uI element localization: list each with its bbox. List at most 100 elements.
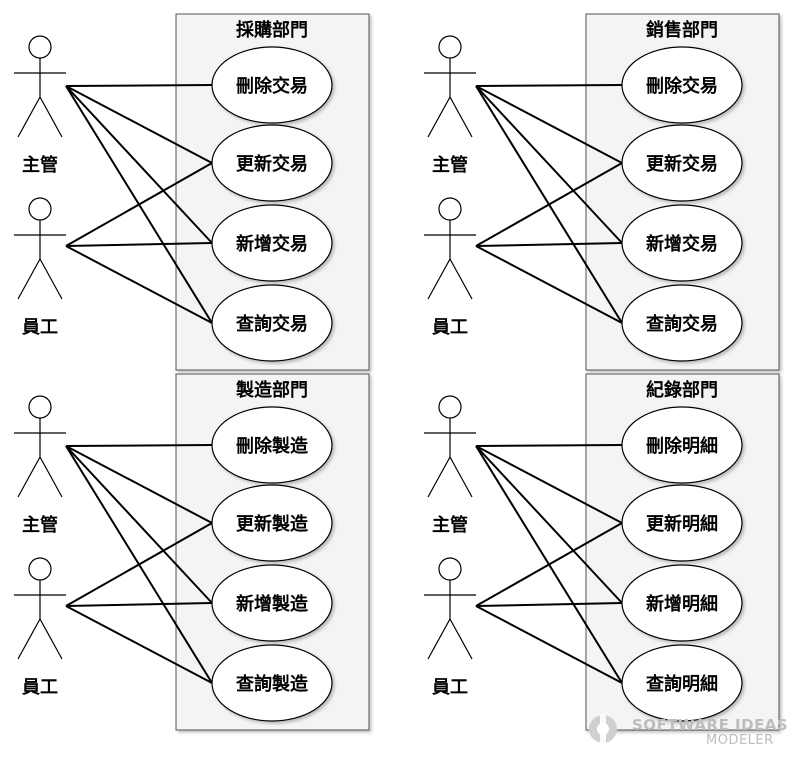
association-manager-3 <box>475 445 623 604</box>
association-manager-3 <box>65 445 213 604</box>
use-case[interactable]: 新增交易 <box>211 204 333 282</box>
use-case-ellipse <box>621 484 743 562</box>
association-employee-3 <box>475 602 623 607</box>
use-case-label: 查詢明細 <box>646 673 718 695</box>
association-manager-1 <box>65 444 213 447</box>
use-case[interactable]: 查詢交易 <box>621 284 743 362</box>
use-case-label: 查詢交易 <box>236 313 308 335</box>
system-title: 採購部門 <box>236 19 308 41</box>
watermark: SOFTWARE IDEAS MODELER <box>589 714 788 748</box>
use-case[interactable]: 更新明細 <box>621 484 743 562</box>
actor-label: 主管 <box>22 514 58 536</box>
association-employee-2 <box>65 162 213 247</box>
use-case-label: 刪除明細 <box>646 435 718 457</box>
association-lines <box>65 444 213 684</box>
use-case-ellipse <box>211 484 333 562</box>
actor-label: 主管 <box>432 514 468 536</box>
actor[interactable]: 員工 <box>14 557 66 698</box>
association-manager-2 <box>475 445 623 524</box>
use-case[interactable]: 更新製造 <box>211 484 333 562</box>
system-title: 銷售部門 <box>646 19 718 41</box>
stick-figure-icon <box>424 197 476 300</box>
use-case-label: 刪除交易 <box>236 75 308 97</box>
association-employee-3 <box>475 242 623 247</box>
actor-label: 員工 <box>431 317 468 338</box>
use-case[interactable]: 刪除明細 <box>621 406 743 484</box>
use-case-ellipse <box>211 284 333 362</box>
association-lines <box>475 444 623 684</box>
association-employee-4 <box>65 245 213 324</box>
stick-figure-icon <box>424 35 476 138</box>
use-case[interactable]: 新增明細 <box>621 564 743 642</box>
actor[interactable]: 主管 <box>14 395 66 536</box>
software-ideas-logo-icon <box>589 714 617 744</box>
use-case-label: 查詢製造 <box>236 673 308 695</box>
actor-label: 員工 <box>21 317 58 338</box>
system-title: 製造部門 <box>235 379 308 401</box>
association-employee-4 <box>65 605 213 684</box>
use-case[interactable]: 刪除交易 <box>621 46 743 124</box>
association-manager-3 <box>65 85 213 244</box>
stick-figure-icon <box>14 395 66 498</box>
use-case-ellipse <box>621 564 743 642</box>
actor[interactable]: 主管 <box>424 35 476 176</box>
stick-figure-icon <box>424 557 476 660</box>
use-case-label: 更新製造 <box>236 513 308 535</box>
association-employee-4 <box>475 245 623 324</box>
association-employee-4 <box>475 605 623 684</box>
actor[interactable]: 員工 <box>424 557 476 698</box>
actor-label: 員工 <box>21 677 58 698</box>
association-manager-2 <box>65 445 213 524</box>
association-employee-3 <box>65 602 213 607</box>
use-case[interactable]: 更新交易 <box>211 124 333 202</box>
use-case-label: 更新交易 <box>646 153 718 175</box>
association-manager-1 <box>475 84 623 87</box>
use-case-label: 刪除交易 <box>646 75 718 97</box>
association-employee-2 <box>475 522 623 607</box>
stick-figure-icon <box>14 35 66 138</box>
use-case[interactable]: 刪除製造 <box>211 406 333 484</box>
actor[interactable]: 主管 <box>424 395 476 536</box>
use-case-ellipse <box>621 644 743 722</box>
actor[interactable]: 主管 <box>14 35 66 176</box>
use-case-ellipse <box>211 406 333 484</box>
association-manager-2 <box>475 85 623 164</box>
use-case-ellipse <box>621 46 743 124</box>
system-title: 紀錄部門 <box>646 379 718 401</box>
actor-label: 主管 <box>22 154 58 176</box>
association-employee-2 <box>65 522 213 607</box>
association-manager-1 <box>475 444 623 447</box>
stick-figure-icon <box>424 395 476 498</box>
use-case-label: 新增明細 <box>646 593 718 615</box>
use-case-label: 刪除製造 <box>236 435 308 457</box>
use-case-ellipse <box>621 204 743 282</box>
use-case[interactable]: 新增製造 <box>211 564 333 642</box>
use-case[interactable]: 查詢明細 <box>621 644 743 722</box>
actor[interactable]: 員工 <box>14 197 66 338</box>
use-case-ellipse <box>621 284 743 362</box>
association-manager-1 <box>65 84 213 87</box>
watermark-line1: SOFTWARE IDEAS <box>632 716 788 734</box>
association-employee-3 <box>65 242 213 247</box>
stick-figure-icon <box>14 197 66 300</box>
use-case[interactable]: 查詢交易 <box>211 284 333 362</box>
actor-label: 員工 <box>431 677 468 698</box>
use-case-label: 查詢交易 <box>646 313 718 335</box>
association-manager-3 <box>475 85 623 244</box>
use-case-label: 新增交易 <box>646 233 718 255</box>
watermark-line2: MODELER <box>706 733 774 748</box>
actor[interactable]: 員工 <box>424 197 476 338</box>
association-lines <box>475 84 623 324</box>
use-case-label: 新增製造 <box>236 593 308 615</box>
use-case[interactable]: 新增交易 <box>621 204 743 282</box>
use-case-ellipse <box>211 644 333 722</box>
use-case-ellipse <box>621 406 743 484</box>
use-case-label: 新增交易 <box>236 233 308 255</box>
use-case-ellipse <box>621 124 743 202</box>
use-case[interactable]: 查詢製造 <box>211 644 333 722</box>
use-case[interactable]: 更新交易 <box>621 124 743 202</box>
use-case[interactable]: 刪除交易 <box>211 46 333 124</box>
